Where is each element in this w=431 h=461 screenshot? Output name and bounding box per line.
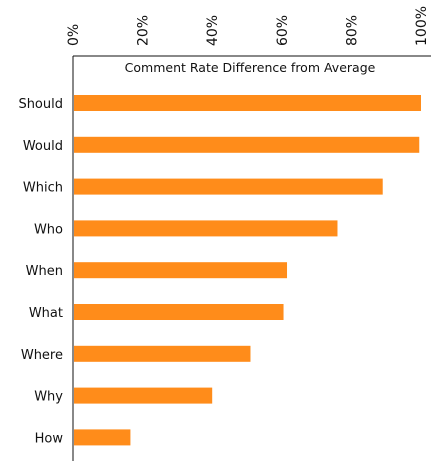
x-tick-labels: 0% 20% 40% 60% 80% 100% (66, 6, 430, 46)
bar-why (74, 387, 213, 404)
category-label: Which (23, 181, 63, 196)
category-label: Would (23, 139, 63, 154)
bar-when (74, 262, 288, 279)
category-label: Where (21, 348, 63, 363)
category-label: When (26, 264, 63, 279)
chart-title: Comment Rate Difference from Average (125, 60, 376, 75)
bar-how (74, 429, 131, 446)
bar-should (74, 95, 421, 111)
category-label: How (35, 431, 64, 446)
bar-what (74, 304, 284, 320)
bar-which (74, 178, 383, 195)
category-label: Why (34, 390, 63, 405)
x-tick-label: 80% (344, 15, 360, 46)
x-tick-label: 60% (275, 15, 291, 46)
bars (74, 95, 421, 446)
x-tick-label: 0% (66, 24, 82, 46)
category-labels: Should Would Which Who When What Where Why How (18, 97, 63, 446)
category-label: Who (34, 222, 63, 237)
category-label: What (29, 306, 63, 321)
x-tick-label: 40% (205, 15, 221, 46)
bar-would (74, 136, 420, 153)
x-tick-label: 20% (136, 15, 152, 46)
category-label: Should (18, 97, 63, 112)
x-tick-label: 100% (414, 6, 430, 46)
bar-where (74, 345, 251, 362)
bar-who (74, 220, 338, 237)
